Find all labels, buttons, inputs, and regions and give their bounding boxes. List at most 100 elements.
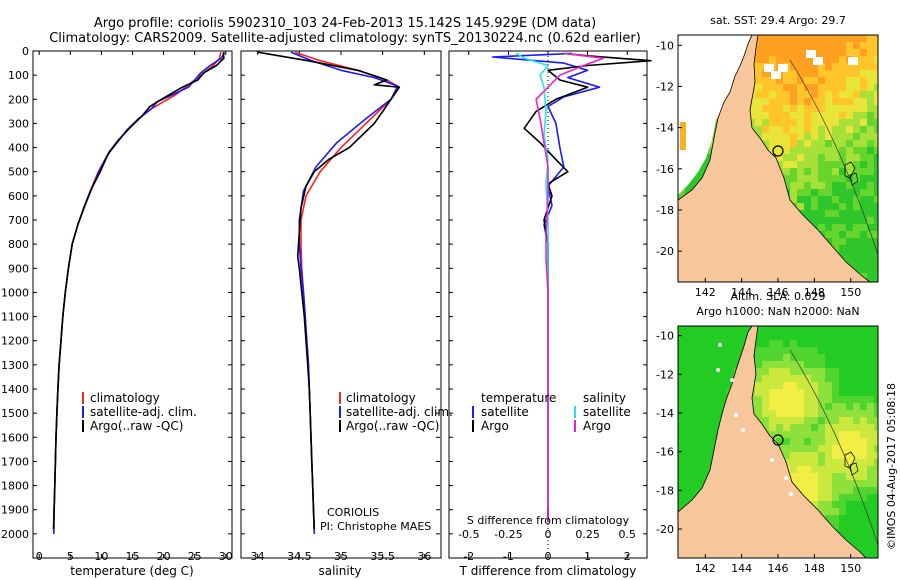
sla-cell — [853, 452, 860, 459]
sla-cell — [811, 424, 818, 431]
sst-cell — [804, 196, 811, 203]
sst-cell — [811, 140, 818, 147]
sst-cell — [825, 182, 832, 189]
sla-cell — [797, 452, 804, 459]
sla-cell — [825, 382, 832, 389]
sst-cell — [860, 203, 867, 210]
sla-cell — [762, 340, 769, 347]
sst-cell — [825, 112, 832, 119]
sst-cell — [867, 126, 874, 133]
sla-cell — [790, 403, 797, 410]
sla-cell — [825, 410, 832, 417]
sla-cell — [699, 431, 706, 438]
sst-cell — [874, 140, 878, 147]
sla-cell — [874, 452, 878, 459]
sla-cell — [832, 494, 839, 501]
sst-cell — [797, 63, 804, 70]
sla-cell — [874, 459, 878, 466]
sst-cell — [811, 161, 818, 168]
sst-cell — [769, 56, 776, 63]
difference-s-tick-label: 0 — [545, 528, 552, 541]
sst-cell — [839, 84, 846, 91]
sla-cell — [846, 501, 853, 508]
sla-track-dots — [716, 343, 793, 496]
sla-cell — [825, 466, 832, 473]
sla-cell — [846, 389, 853, 396]
sst-cell — [804, 133, 811, 140]
sla-cell — [783, 326, 790, 333]
sst-cell — [818, 105, 825, 112]
sla-cell — [692, 347, 699, 354]
map-longitude-label: 146 — [768, 562, 789, 575]
sla-cell — [755, 326, 762, 333]
sla-cell — [874, 382, 878, 389]
sla-cell — [706, 326, 713, 333]
sla-cell — [825, 354, 832, 361]
sla-cell — [776, 347, 783, 354]
sst-cell — [825, 203, 832, 210]
sst-cell — [874, 259, 878, 266]
sla-cell — [860, 403, 867, 410]
sst-cell — [860, 238, 867, 245]
sst-cell — [762, 126, 769, 133]
sla-cell — [832, 340, 839, 347]
sla-cell — [706, 375, 713, 382]
map-longitude-label: 144 — [731, 286, 752, 299]
sla-cell — [832, 354, 839, 361]
sst-cell — [811, 154, 818, 161]
sst-land-queensland — [678, 35, 871, 282]
sla-cell — [797, 459, 804, 466]
sla-cell — [867, 389, 874, 396]
sla-cell — [727, 333, 734, 340]
sla-cell — [839, 459, 846, 466]
sla-cell — [699, 333, 706, 340]
sla-cell — [846, 347, 853, 354]
sst-cell — [783, 77, 790, 84]
sla-cell — [790, 396, 797, 403]
sla-cell — [776, 424, 783, 431]
sla-cell — [685, 403, 692, 410]
sla-cell — [706, 466, 713, 473]
sla-cell — [846, 382, 853, 389]
sst-cell — [804, 77, 811, 84]
sla-cell — [706, 382, 713, 389]
sla-cell — [755, 382, 762, 389]
sst-cell — [811, 175, 818, 182]
sla-cell — [811, 403, 818, 410]
sla-cell — [874, 515, 878, 522]
sla-cell — [811, 375, 818, 382]
sla-cell — [790, 340, 797, 347]
temperature-panel: 0 5 10 15 20 25 30 010020030040050060070080090… — [1, 45, 647, 578]
sst-cell — [867, 105, 874, 112]
sla-cell — [706, 438, 713, 445]
sla-cell — [699, 389, 706, 396]
sla-cell — [804, 417, 811, 424]
sla-cell — [867, 508, 874, 515]
sst-cell — [762, 42, 769, 49]
sst-cell — [853, 224, 860, 231]
sla-cell — [853, 396, 860, 403]
sla-cell — [678, 382, 685, 389]
sla-cell — [825, 361, 832, 368]
sla-cell — [818, 326, 825, 333]
pi-name-label: PI: Christophe MAES — [320, 520, 431, 533]
sla-cell — [867, 515, 874, 522]
salinity-line-argo-raw-qc — [257, 51, 401, 530]
sst-cell — [874, 63, 878, 70]
sst-cell — [804, 63, 811, 70]
temperature-tick-label: 5 — [67, 550, 74, 563]
sst-cell — [874, 168, 878, 175]
sla-cell — [769, 410, 776, 417]
sst-cell — [706, 154, 713, 161]
sst-cell — [853, 49, 860, 56]
sst-cell — [874, 147, 878, 154]
sla-cell — [762, 382, 769, 389]
sst-cell — [867, 168, 874, 175]
sst-cell — [839, 112, 846, 119]
depth-tick-label: 500 — [8, 166, 29, 179]
sla-cell — [741, 326, 748, 333]
sst-cell — [783, 49, 790, 56]
sla-cell — [860, 396, 867, 403]
sla-cell — [832, 403, 839, 410]
sla-cell — [678, 347, 685, 354]
